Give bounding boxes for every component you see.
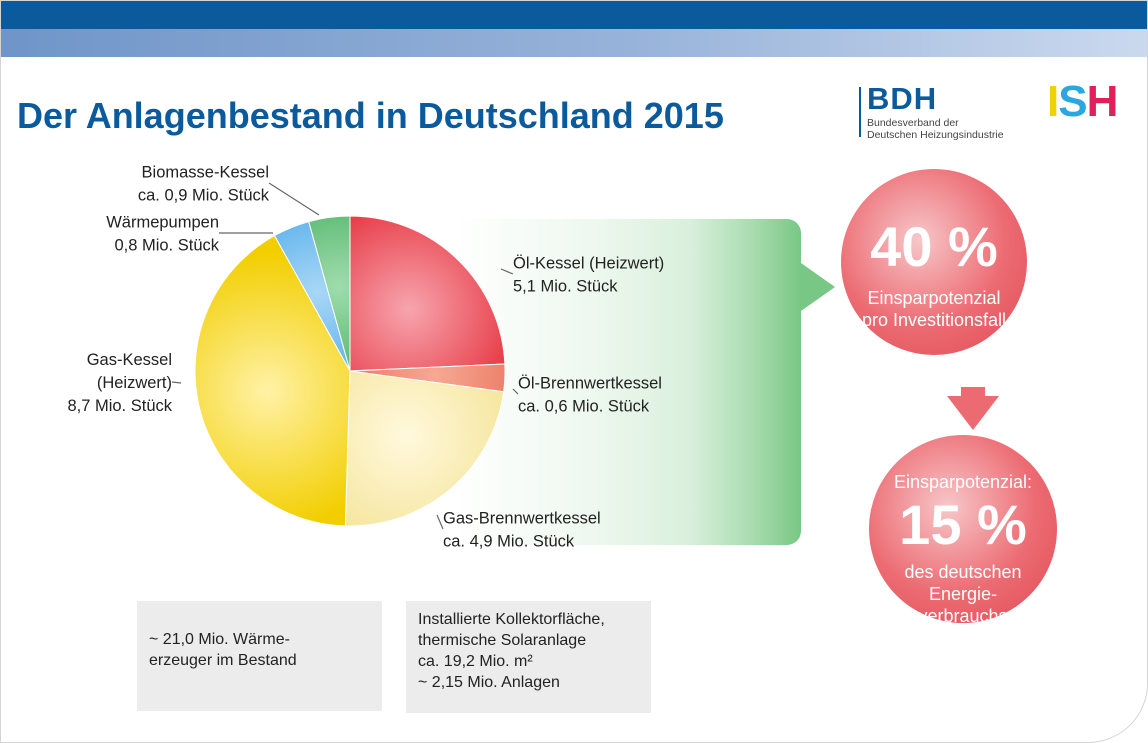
page-title: Der Anlagenbestand in Deutschland 2015 — [17, 95, 724, 136]
slice-label-gas-kessel-heizwert-3: 8,7 Mio. Stück — [67, 397, 172, 415]
slice-label-gas-kessel-heizwert-1: Gas-Kessel — [87, 351, 172, 369]
bdh-logo: BDH Bundesverband der Deutschen Heizungs… — [859, 81, 1029, 145]
green-arrow-icon — [801, 263, 835, 311]
savings-bottom-line2: Energie- — [928, 584, 998, 604]
ish-logo-h: H — [1086, 77, 1119, 126]
info-box-stock: ~ 21,0 Mio. Wärme- erzeuger im Bestand — [137, 601, 382, 711]
slice-label-l-kessel-heizwert-1: Öl-Kessel (Heizwert) — [513, 255, 664, 273]
red-arrow-icon — [947, 396, 999, 430]
bdh-logo-name: BDH — [867, 81, 938, 116]
info-solar-line3: ca. 19,2 Mio. m² — [418, 653, 533, 670]
pie-slice-gas-kessel-heizwert — [194, 234, 351, 527]
savings-bottom-label: Einsparpotenzial: — [893, 472, 1033, 492]
bdh-logo-subtitle: Bundesverband der Deutschen Heizungsindu… — [867, 117, 1004, 141]
header-bar-light — [1, 29, 1147, 57]
info-solar-line1: Installierte Kollektorfläche, — [418, 611, 605, 628]
pie-slice-l-kessel-heizwert — [349, 215, 506, 372]
ish-logo: ISH — [1047, 77, 1119, 127]
savings-circle-top: 40 % Einsparpotenzial pro Investitionsfa… — [841, 169, 1027, 355]
savings-top-line1: Einsparpotenzial — [867, 288, 1001, 308]
info-solar-line4: ~ 2,15 Mio. Anlagen — [418, 674, 560, 691]
slice-label-l-brennwertkessel-2: ca. 0,6 Mio. Stück — [518, 398, 650, 416]
savings-bottom-line3: verbrauchs — [918, 606, 1008, 626]
leader-line-l-kessel-heizwert — [500, 268, 514, 275]
info-box-solar: Installierte Kollektorfläche, thermische… — [406, 601, 651, 713]
pie-slice-biomasse-kessel — [308, 215, 351, 372]
bdh-logo-rule — [859, 87, 861, 137]
pie-leader-lines — [171, 182, 519, 530]
leader-line-gas-kessel-heizwert — [171, 381, 182, 384]
slice-label-biomasse-kessel-2: ca. 0,9 Mio. Stück — [138, 187, 270, 205]
header-bar-dark — [1, 1, 1147, 29]
slice-label-w-rmepumpen-2: 0,8 Mio. Stück — [114, 237, 219, 255]
savings-circle-bottom: Einsparpotenzial: 15 % des deutschen Ene… — [869, 435, 1057, 626]
info-solar-line2: thermische Solaranlage — [418, 632, 587, 649]
pie-labels: Öl-Kessel (Heizwert) 5,1 Mio. Stück Öl-Bre… — [67, 164, 664, 551]
slice-label-gas-brennwertkessel-2: ca. 4,9 Mio. Stück — [443, 533, 575, 551]
ish-logo-i: I — [1047, 77, 1059, 126]
info-stock-line2: erzeuger im Bestand — [149, 652, 297, 669]
savings-top-line2: pro Investitionsfall — [861, 310, 1007, 330]
savings-bottom-line1: des deutschen — [904, 562, 1022, 582]
savings-bottom-percent: 15 % — [899, 493, 1027, 556]
leader-line-l-brennwertkessel — [512, 388, 519, 395]
bdh-logo-subtitle-line1: Bundesverband der — [867, 117, 959, 129]
ish-logo-s: S — [1058, 77, 1087, 126]
leader-line-gas-brennwertkessel — [436, 514, 444, 530]
pie-slices — [194, 215, 506, 527]
slice-label-w-rmepumpen-1: Wärmepumpen — [106, 214, 219, 232]
savings-top-percent: 40 % — [870, 215, 998, 278]
info-stock-line1: ~ 21,0 Mio. Wärme- — [149, 631, 290, 648]
slice-label-l-kessel-heizwert-2: 5,1 Mio. Stück — [513, 278, 618, 296]
slice-label-gas-kessel-heizwert-2: (Heizwert) — [97, 374, 172, 392]
leader-line-biomasse-kessel — [268, 182, 320, 216]
slice-label-l-brennwertkessel-1: Öl-Brennwertkessel — [518, 375, 662, 393]
slice-label-biomasse-kessel-1: Biomasse-Kessel — [142, 164, 269, 182]
pie-slice-gas-brennwertkessel — [344, 370, 505, 527]
bdh-logo-subtitle-line2: Deutschen Heizungsindustrie — [867, 129, 1004, 141]
slice-label-gas-brennwertkessel-1: Gas-Brennwertkessel — [443, 510, 601, 528]
